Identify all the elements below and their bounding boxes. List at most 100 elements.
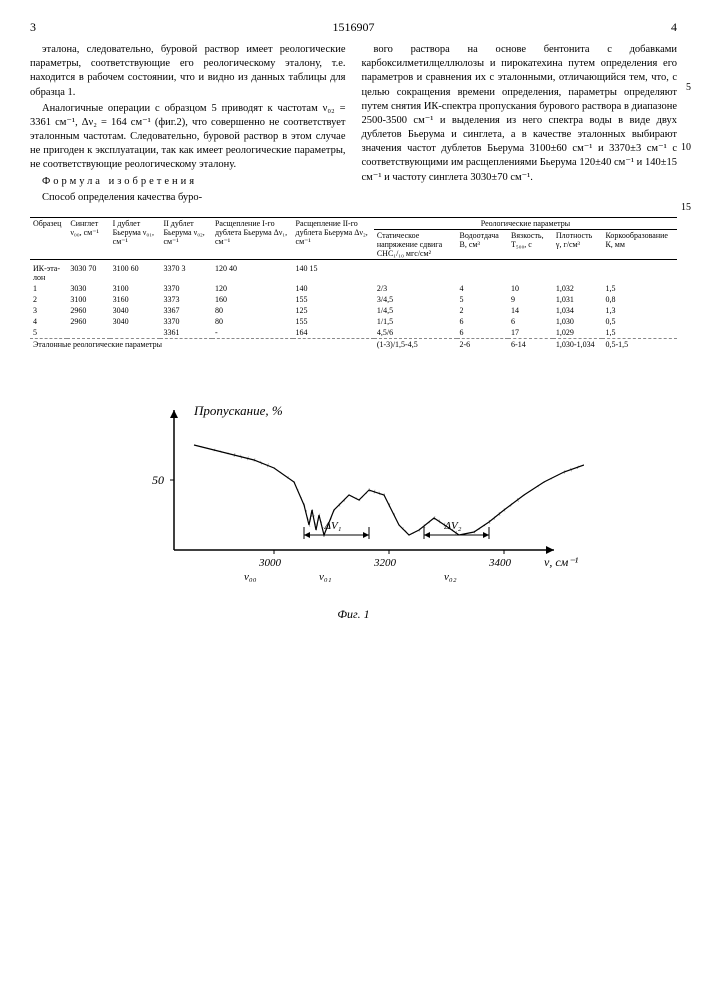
th-sample: Образец	[30, 217, 67, 259]
table-cell: 140 15	[293, 259, 374, 283]
table-cell: 160	[212, 294, 293, 305]
table-cell: 120 40	[212, 259, 293, 283]
left-p2: Аналогичные операции с образцом 5 привод…	[30, 102, 346, 173]
table-cell	[67, 327, 109, 339]
chart-container: Пропускание, % 50 3000 3200 3400 ν, см⁻¹ ν₀₀ ν₀…	[124, 380, 584, 622]
th-stat: Статическое напряжение сдвига СНС₁/₁₀ мг…	[374, 229, 457, 259]
table-cell	[374, 259, 457, 283]
text-columns: эталона, следовательно, буровой раствор …	[30, 43, 677, 207]
right-p1: вого раствора на основе бентонита с доба…	[362, 43, 678, 185]
table-row: 4296030403370801551/1,5661,0300,5	[30, 316, 677, 327]
table-cell: 120	[212, 283, 293, 294]
line-num-5: 5	[686, 81, 691, 95]
left-p1: эталона, следовательно, буровой раствор …	[30, 43, 346, 100]
chart-caption: Фиг. 1	[124, 607, 584, 622]
th-split1: Расщепление I-го дублета Бьерума Δν₁, см…	[212, 217, 293, 259]
svg-text:50: 50	[152, 473, 164, 487]
table-cell: 1,5	[602, 283, 677, 294]
table-row: 53361-1644,5/66171,0291,5	[30, 327, 677, 339]
table-cell: 0,5-1,5	[602, 338, 677, 350]
line-num-15: 15	[681, 201, 691, 215]
table-cell: 3040	[110, 316, 161, 327]
table-cell: 5	[457, 294, 509, 305]
table-cell: 1,029	[553, 327, 603, 339]
svg-text:ΔV₁: ΔV₁	[323, 520, 341, 532]
table-row: ИК-эта-лон3030 703100 603370 3120 40140 …	[30, 259, 677, 283]
th-singlet: Синглет ν₀₀, см⁻¹	[67, 217, 109, 259]
table-row: 13030310033701201402/34101,0321,5	[30, 283, 677, 294]
svg-text:ν, см⁻¹: ν, см⁻¹	[544, 555, 579, 569]
right-column: 5 10 15 вого раствора на основе бентонит…	[362, 43, 678, 207]
table-cell	[508, 259, 553, 283]
table-cell: 3100	[110, 283, 161, 294]
table-cell: 1,034	[553, 305, 603, 316]
table-cell: 3361	[160, 327, 212, 339]
line-num-10: 10	[681, 141, 691, 155]
table-cell: (1-3)/1,5-4,5	[374, 338, 457, 350]
svg-text:Пропускание, %: Пропускание, %	[193, 403, 283, 418]
table-cell: 2960	[67, 305, 109, 316]
table-cell: 6-14	[508, 338, 553, 350]
table-cell: 6	[508, 316, 553, 327]
table-cell: 0,5	[602, 316, 677, 327]
table-cell: 3/4,5	[374, 294, 457, 305]
table-cell: 1,030	[553, 316, 603, 327]
table-cell: 3	[30, 305, 67, 316]
table-cell: 2/3	[374, 283, 457, 294]
svg-text:ΔV₂: ΔV₂	[443, 520, 461, 532]
table-cell: 3160	[110, 294, 161, 305]
left-p3: Способ определения качества буро-	[30, 191, 346, 205]
table-row: 3296030403367801251/4,52141,0341,3	[30, 305, 677, 316]
table-cell: 2-6	[457, 338, 509, 350]
svg-text:3200: 3200	[373, 557, 397, 569]
table-cell: 3100	[67, 294, 109, 305]
table-cell: 6	[457, 327, 509, 339]
table-cell	[602, 259, 677, 283]
table-cell: 14	[508, 305, 553, 316]
table-cell: 1,031	[553, 294, 603, 305]
table-cell: 17	[508, 327, 553, 339]
svg-text:ν₀₁: ν₀₁	[319, 571, 332, 583]
th-crust: Коркообразование К, мм	[602, 229, 677, 259]
table-cell: 4	[30, 316, 67, 327]
table-cell: -	[212, 327, 293, 339]
table-cell: 3030 70	[67, 259, 109, 283]
table-cell: 3370	[160, 283, 212, 294]
table-cell: 0,8	[602, 294, 677, 305]
table-cell: 1/4,5	[374, 305, 457, 316]
th-visc: Вязкость, Т₅₀₀, с	[508, 229, 553, 259]
svg-text:3400: 3400	[488, 557, 512, 569]
table-cell: 2960	[67, 316, 109, 327]
table-cell: 6	[457, 316, 509, 327]
table-row: 23100316033731601553/4,5591,0310,8	[30, 294, 677, 305]
table-cell: 3373	[160, 294, 212, 305]
table-cell: 1,3	[602, 305, 677, 316]
svg-text:3000: 3000	[258, 557, 282, 569]
table-cell: 1,032	[553, 283, 603, 294]
svg-text:ν₀₀: ν₀₀	[244, 571, 257, 583]
table-cell: 2	[457, 305, 509, 316]
table-cell	[457, 259, 509, 283]
table-cell: 155	[293, 316, 374, 327]
table-cell: 1	[30, 283, 67, 294]
page-header: 3 1516907 4	[30, 20, 677, 35]
table-cell: 1,5	[602, 327, 677, 339]
table-cell: 3030	[67, 283, 109, 294]
table-cell: 4	[457, 283, 509, 294]
left-column: эталона, следовательно, буровой раствор …	[30, 43, 346, 207]
table-cell	[553, 259, 603, 283]
table-cell: 140	[293, 283, 374, 294]
th-d2: II дублет Бьерума ν₀₂, см⁻¹	[160, 217, 212, 259]
table-cell: 10	[508, 283, 553, 294]
th-rheo-group: Реологические параметры	[374, 217, 677, 229]
table-cell: 3367	[160, 305, 212, 316]
ir-spectrum-chart: Пропускание, % 50 3000 3200 3400 ν, см⁻¹ ν₀₀ ν₀…	[124, 380, 584, 600]
table-cell: 9	[508, 294, 553, 305]
table-footer-label-row: Эталонные реологические параметры(1-3)/1…	[30, 338, 677, 350]
table-cell	[110, 327, 161, 339]
table-cell: 80	[212, 316, 293, 327]
doc-number: 1516907	[30, 20, 677, 35]
table-cell: 3040	[110, 305, 161, 316]
th-water: Водоотдача В, см³	[457, 229, 509, 259]
table-cell: 125	[293, 305, 374, 316]
